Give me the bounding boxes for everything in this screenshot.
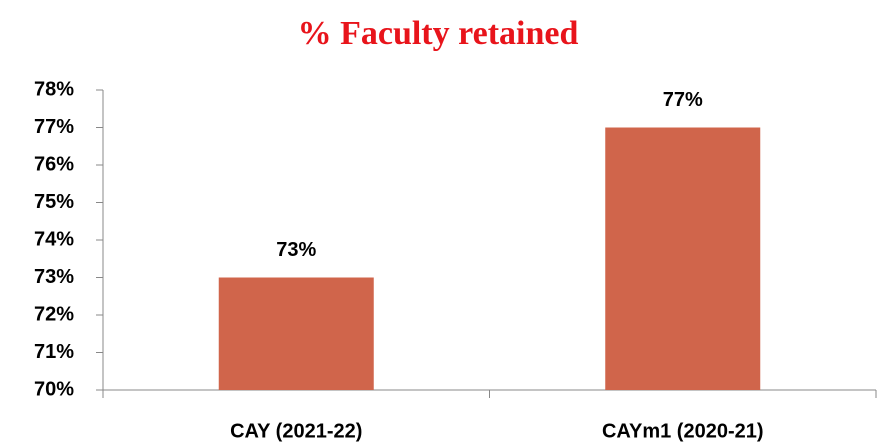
data-label: 73%	[276, 239, 316, 261]
y-tick-label: 78%	[34, 78, 74, 100]
y-tick-label: 73%	[34, 266, 74, 288]
y-tick-label: 71%	[34, 341, 74, 363]
y-tick-label: 72%	[34, 303, 74, 325]
x-tick-label: CAY (2021-22)	[230, 420, 362, 442]
x-tick-label: CAYm1 (2020-21)	[602, 420, 764, 442]
bar	[218, 277, 374, 390]
y-tick-label: 75%	[34, 191, 74, 213]
data-label: 77%	[663, 89, 703, 111]
y-tick-label: 76%	[34, 153, 74, 175]
bar	[605, 127, 761, 390]
y-tick-label: 77%	[34, 116, 74, 138]
chart-title: % Faculty retained	[298, 15, 579, 52]
y-tick-label: 74%	[34, 228, 74, 250]
y-tick-label: 70%	[34, 378, 74, 400]
